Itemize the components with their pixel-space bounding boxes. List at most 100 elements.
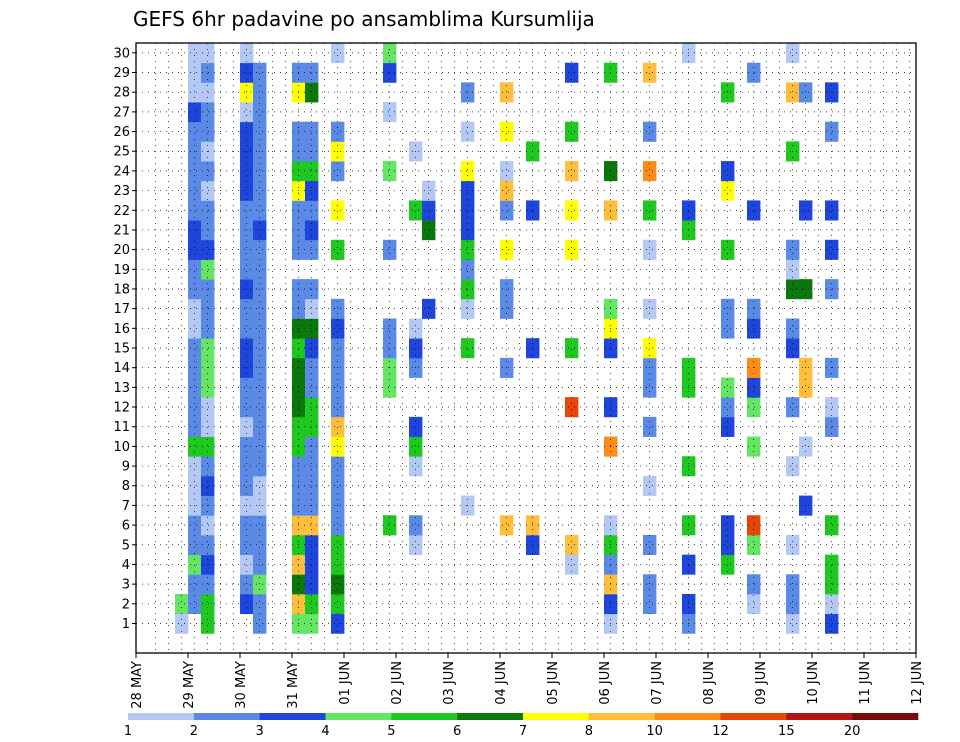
precip-cell (240, 239, 254, 260)
precip-cell (305, 456, 319, 477)
precip-cell (188, 239, 202, 260)
y-tick-label: 10 (113, 440, 130, 455)
precip-cell (461, 338, 475, 359)
precip-cell (331, 475, 345, 496)
precip-cell (331, 377, 345, 398)
x-tick-label: 01 JUN (338, 661, 353, 705)
precip-cell (383, 239, 397, 260)
precip-cell (331, 574, 345, 595)
precip-cell (721, 161, 735, 182)
x-tick-label: 07 JUN (650, 661, 665, 705)
y-tick-label: 6 (122, 519, 130, 534)
precip-cell (721, 377, 735, 398)
precip-cell (461, 259, 475, 280)
precip-cell (500, 180, 514, 201)
colorbar-label: 8 (585, 724, 593, 739)
precip-cell (383, 318, 397, 339)
precip-cell (240, 554, 254, 575)
precip-cell (331, 397, 345, 418)
y-tick-label: 7 (122, 499, 130, 514)
precip-cell (331, 121, 345, 142)
precip-cell (201, 180, 215, 201)
precip-cell (786, 613, 800, 634)
precip-cell (188, 515, 202, 536)
colorbar-swatch (193, 713, 260, 720)
y-tick-label: 16 (113, 322, 130, 337)
precip-cell (786, 82, 800, 103)
precip-cell (383, 161, 397, 182)
precip-cell (188, 318, 202, 339)
precip-cell (643, 239, 657, 260)
precip-cell (305, 397, 319, 418)
precip-cell (188, 220, 202, 241)
precip-cell (747, 377, 761, 398)
grid-lines (136, 43, 916, 653)
precip-cell (825, 200, 839, 221)
precip-cell (331, 298, 345, 319)
y-tick-label: 4 (122, 558, 130, 573)
colorbar-label: 4 (321, 724, 329, 739)
precip-cell (721, 298, 735, 319)
precip-cell (565, 338, 579, 359)
precip-cell (643, 298, 657, 319)
precip-cell (188, 102, 202, 123)
x-tick-label: 12 JUN (910, 661, 925, 705)
precip-cell (188, 475, 202, 496)
precip-cell (383, 338, 397, 359)
precip-cell (188, 397, 202, 418)
precip-cell (253, 318, 267, 339)
precip-cell (305, 220, 319, 241)
precip-cell (461, 161, 475, 182)
precip-cell (422, 298, 436, 319)
precip-cell (240, 397, 254, 418)
precip-cell (201, 239, 215, 260)
colorbar-label: 5 (387, 724, 395, 739)
precip-cell (422, 180, 436, 201)
precip-cell (240, 515, 254, 536)
precip-cell (643, 574, 657, 595)
precip-cell (253, 456, 267, 477)
precip-cell (799, 436, 813, 457)
colorbar-label: 15 (778, 724, 795, 739)
precip-cell (747, 436, 761, 457)
x-tick-label: 05 JUN (546, 661, 561, 705)
precip-cell (461, 200, 475, 221)
y-tick-label: 23 (113, 184, 130, 199)
precip-cell (643, 377, 657, 398)
precip-cell (786, 574, 800, 595)
precip-cell (188, 82, 202, 103)
precip-cell (240, 338, 254, 359)
precip-cell (305, 121, 319, 142)
precip-cell (786, 593, 800, 615)
precip-cell (721, 554, 735, 575)
heatmap-cells (175, 43, 839, 634)
y-tick-label: 13 (113, 381, 130, 396)
precip-cell (240, 161, 254, 182)
precip-cell (240, 475, 254, 496)
precip-cell (240, 574, 254, 595)
precip-cell (565, 554, 579, 575)
precip-cell (201, 43, 215, 64)
colorbar-swatch (588, 713, 655, 720)
precip-cell (201, 613, 215, 634)
precip-cell (643, 475, 657, 496)
precip-cell (201, 121, 215, 142)
precip-cell (253, 259, 267, 280)
precip-cell (786, 239, 800, 260)
precip-cell (188, 456, 202, 477)
precip-cell (643, 534, 657, 556)
precip-cell (409, 436, 423, 457)
precip-cell (188, 338, 202, 359)
colorbar-swatch (457, 713, 524, 720)
precip-cell (565, 239, 579, 260)
colorbar-swatch (786, 713, 853, 720)
precip-cell (201, 436, 215, 457)
precip-cell (201, 259, 215, 280)
colorbar: 1 2 3 4 5 6 7 8 10 12 15 20 (124, 713, 919, 739)
precip-cell (188, 377, 202, 398)
colorbar-swatch (128, 713, 195, 720)
precip-cell (305, 161, 319, 182)
precip-cell (305, 574, 319, 595)
x-tick-label: 06 JUN (598, 661, 613, 705)
precip-cell (331, 318, 345, 339)
